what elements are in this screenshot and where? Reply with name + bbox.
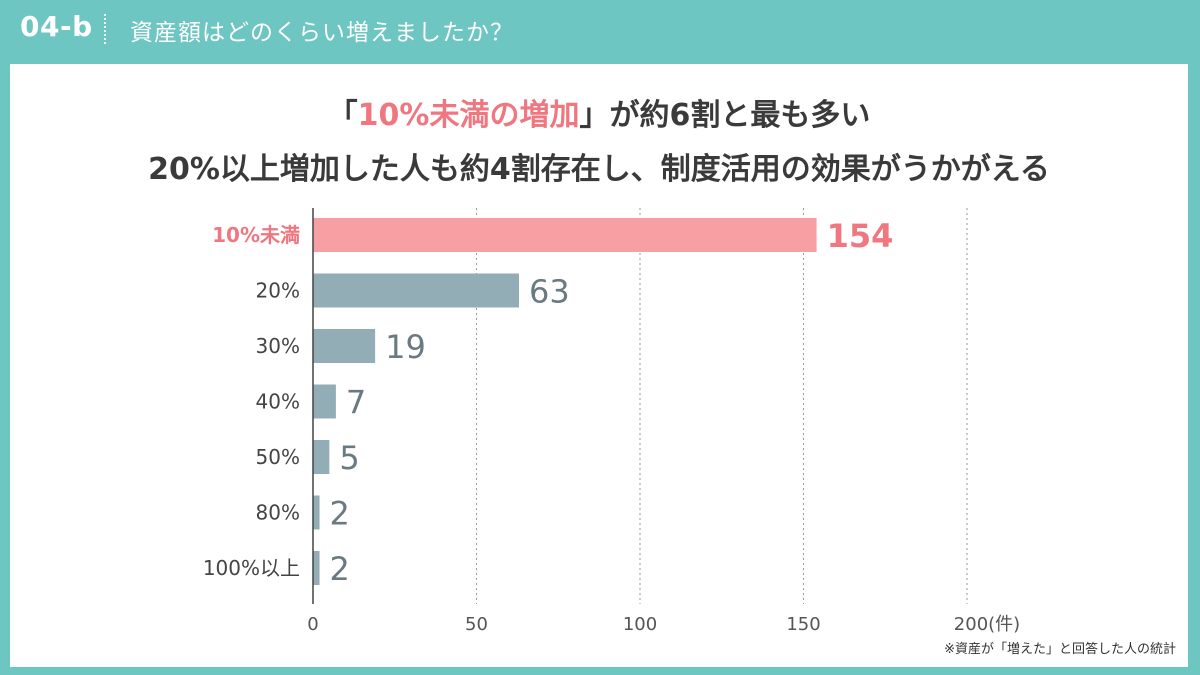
value-label: 2 [330,495,350,533]
bar [313,495,320,530]
bar [313,273,520,308]
x-tick-label: 150 [786,614,820,635]
value-label: 7 [346,384,366,422]
headline-line-2: 20%以上増加した人も約4割存在し、制度活用の効果がうかがえる [148,152,1050,187]
question-title: 資産額はどのくらい増えましたか？ [130,20,514,46]
headline-highlight: 10%未満の増加 [357,98,580,133]
value-label: 63 [529,273,570,311]
headline-line-1: 「10%未満の増加」が約6割と最も多い [10,90,1188,134]
bar [313,329,376,363]
bar [313,551,320,585]
value-label: 19 [385,328,426,366]
category-label: 100%以上 [203,556,300,580]
value-label: 2 [330,550,350,588]
header-bar: 04-b 資産額はどのくらい増えましたか？ [0,0,1200,58]
section-id: 04-b [20,10,93,43]
bar [313,218,817,252]
bar [313,440,330,474]
bar-chart: 10%未満 154 20% 63 30% 19 40% 7 50% 5 80% 2 100%以上 2 0 50… [203,208,1020,635]
x-tick-label: 0 [307,614,318,635]
category-label: 10%未満 [212,223,300,247]
value-label: 154 [827,217,894,255]
header-divider [104,14,106,44]
category-label: 30% [256,334,300,358]
x-tick-label: 50 [465,614,488,635]
category-label: 20% [256,279,300,303]
value-label: 5 [339,439,359,477]
headline-prefix: 「 [327,98,358,133]
category-label: 80% [256,501,300,525]
footnote: ※資産が「増えた」と回答した人の統計 [944,642,1176,657]
headline-suffix: 」が約6割と最も多い [579,98,871,133]
x-tick-label: 200(件) [954,614,1020,635]
bar [313,384,336,419]
category-label: 40% [256,390,300,414]
content-panel: 「10%未満の増加」が約6割と最も多い 20%以上増加した人も約4割存在し、制度… [10,64,1188,667]
x-tick-label: 100 [623,614,657,635]
category-label: 50% [256,445,300,469]
